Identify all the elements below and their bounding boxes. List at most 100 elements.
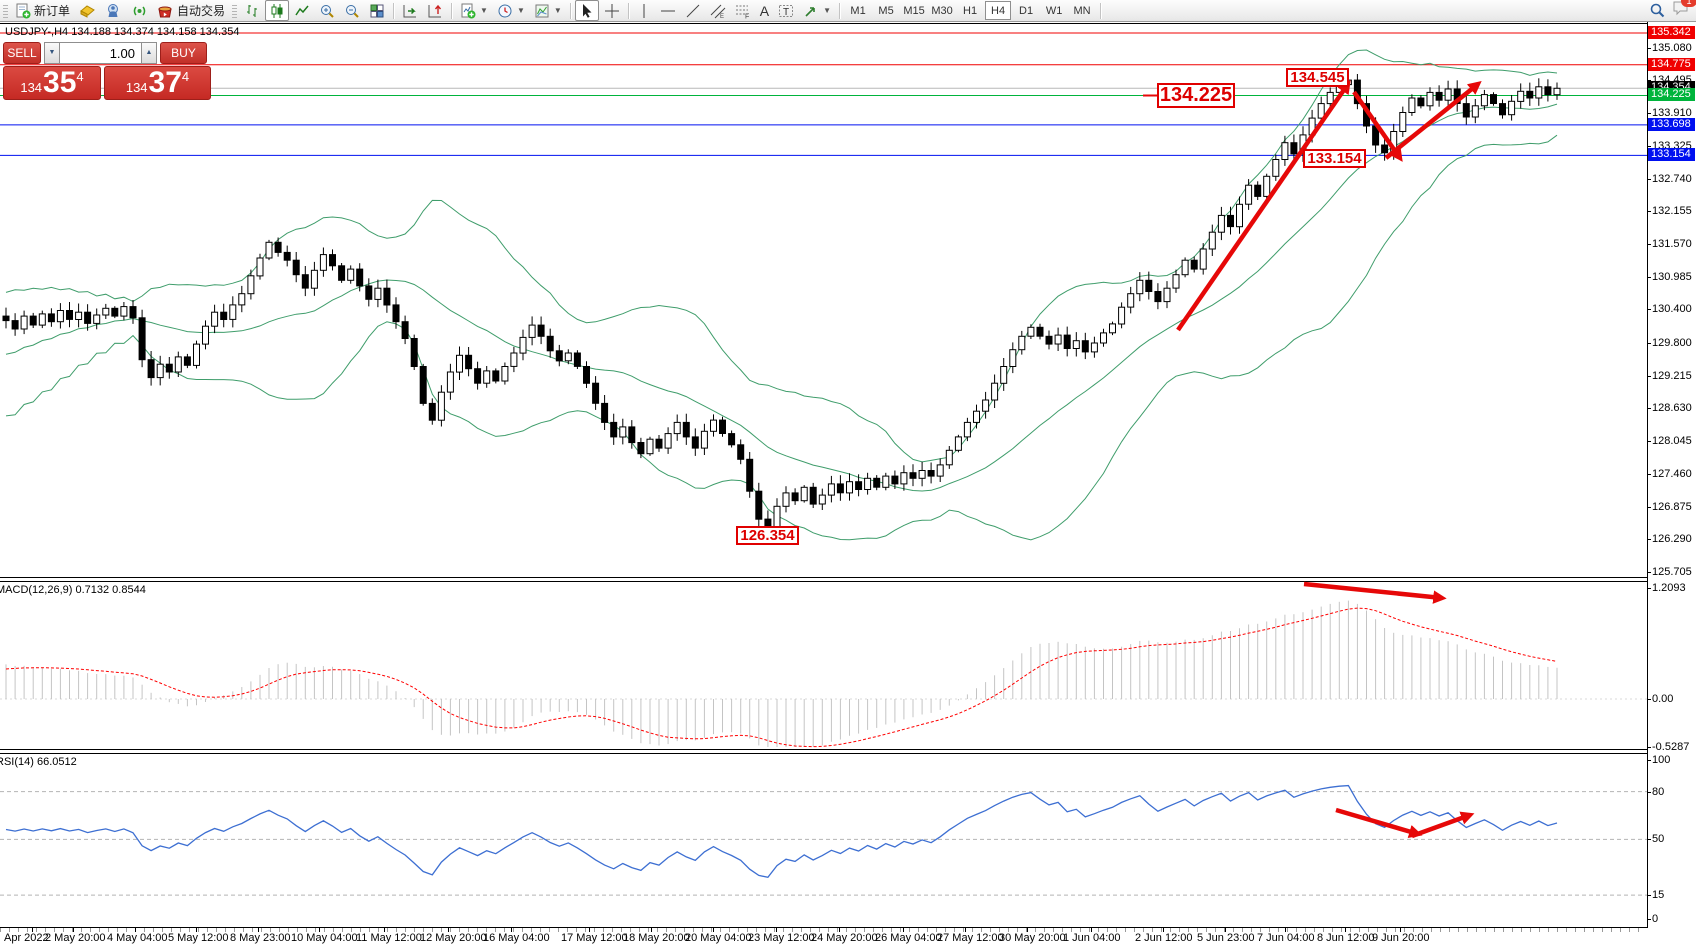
vertical-line-tool-button[interactable]: [633, 0, 655, 21]
svg-text:F: F: [745, 13, 749, 19]
templates-button[interactable]: ▼: [530, 0, 566, 21]
price-tick-label: 133.910: [1647, 107, 1696, 119]
bar-chart-icon: [247, 4, 258, 17]
data-window-button[interactable]: [75, 0, 100, 21]
autotrading-button[interactable]: 自动交易: [153, 0, 229, 21]
ask-price-button[interactable]: 134 37 4: [104, 66, 211, 100]
time-axis-label: 26 May 04:00: [875, 927, 942, 944]
toolbar-separator: [451, 2, 453, 19]
ask-pipette: 4: [181, 69, 190, 84]
bar-chart-button[interactable]: [240, 0, 264, 21]
cursor-tool-button[interactable]: [574, 0, 599, 21]
chat-button[interactable]: 1: [1672, 0, 1696, 21]
tile-windows-icon: [370, 4, 384, 17]
crosshair-tool-button[interactable]: [600, 0, 624, 21]
time-axis-label: 11 May 12:00: [356, 927, 422, 944]
toolbar-grip[interactable]: [232, 3, 238, 18]
new-order-button[interactable]: 新订单: [11, 0, 74, 21]
timeframe-h4[interactable]: H4: [985, 1, 1012, 20]
price-annotation[interactable]: 134.545: [1286, 68, 1349, 87]
periods-button[interactable]: ▼: [493, 0, 529, 21]
fibonacci-tool-button[interactable]: F: [731, 0, 755, 21]
bid-pipette: 4: [76, 69, 84, 84]
volume-increase-button[interactable]: ▲: [141, 42, 157, 64]
price-level-badge: 133.698: [1648, 117, 1695, 131]
time-axis-label: 7 Jun 04:00: [1257, 927, 1315, 944]
dropdown-caret-icon: ▼: [516, 6, 525, 15]
rsi-panel[interactable]: [0, 753, 1647, 928]
chart-shift-button[interactable]: [423, 0, 447, 21]
timeframe-m1[interactable]: M1: [850, 4, 866, 17]
toolbar-right-group: 1: [1649, 0, 1696, 21]
tile-windows-button[interactable]: [365, 0, 389, 21]
zoom-out-icon: [346, 4, 359, 18]
timeframe-d1[interactable]: D1: [1019, 4, 1034, 17]
zoom-out-button[interactable]: [340, 0, 364, 21]
trendline-tool-button[interactable]: [681, 0, 705, 21]
dropdown-caret-icon: ▼: [480, 6, 488, 15]
time-axis-label: 5 May 12:00: [168, 927, 229, 944]
timeframe-m30[interactable]: M30: [931, 4, 953, 17]
rsi-axis-label: 80: [1647, 786, 1696, 798]
macd-panel[interactable]: [0, 581, 1647, 750]
chat-badge: 1: [1681, 0, 1696, 7]
buy-button[interactable]: BUY: [160, 42, 207, 64]
new-order-label: 新订单: [34, 4, 71, 18]
price-annotation[interactable]: 126.354: [736, 526, 799, 545]
price-tick-label: 125.705: [1647, 566, 1696, 578]
text-tool-button[interactable]: A: [756, 0, 773, 21]
timeframe-h1[interactable]: H1: [963, 4, 978, 17]
market-watch-button[interactable]: [101, 0, 126, 21]
channel-icon: E: [710, 4, 726, 19]
price-annotation[interactable]: 134.225: [1157, 83, 1235, 108]
timeframe-mn[interactable]: MN: [1073, 4, 1091, 17]
horizontal-line-icon: [660, 10, 675, 11]
zoom-in-button[interactable]: [315, 0, 339, 21]
indicators-button[interactable]: ▼: [456, 0, 492, 21]
toolbar-grip[interactable]: [3, 3, 8, 18]
price-tick-label: 129.800: [1647, 337, 1696, 349]
time-axis-label: 8 Jun 12:00: [1317, 927, 1375, 944]
bid-price-button[interactable]: 134 35 4: [3, 66, 101, 100]
indicators-icon: [461, 3, 476, 18]
time-axis-label: 5 Jun 23:00: [1197, 927, 1255, 944]
candlestick-chart-button[interactable]: [265, 0, 290, 21]
macd-axis-label: 1.2093: [1647, 582, 1696, 594]
toolbar-separator: [839, 2, 841, 19]
label-tool-button[interactable]: T: [774, 0, 798, 21]
main-chart-panel[interactable]: [0, 23, 1647, 578]
price-annotation[interactable]: 133.154: [1303, 149, 1366, 168]
price-tick-label: 131.570: [1647, 238, 1696, 250]
ask-pips: 37: [148, 66, 182, 99]
fibonacci-icon: F: [735, 5, 749, 19]
search-icon[interactable]: [1649, 2, 1666, 19]
time-axis-label: 12 May 20:00: [420, 927, 487, 944]
volume-decrease-button[interactable]: ▼: [44, 42, 60, 64]
price-tick-label: 128.045: [1647, 435, 1696, 447]
price-level-badge: 135.342: [1648, 26, 1695, 39]
timeframe-w1[interactable]: W1: [1045, 4, 1063, 17]
horizontal-line-tool-button[interactable]: [656, 0, 680, 21]
line-chart-icon: [295, 5, 309, 15]
timeframe-m5[interactable]: M5: [878, 4, 894, 17]
alerts-button[interactable]: [127, 0, 152, 21]
time-axis-label: 9 Jun 20:00: [1372, 927, 1430, 944]
time-axis-label: 27 May 12:00: [937, 927, 1004, 944]
channel-tool-button[interactable]: E: [706, 0, 730, 21]
line-chart-button[interactable]: [290, 0, 314, 21]
toolbar-separator: [569, 2, 571, 19]
price-tick-label: 132.155: [1647, 205, 1696, 217]
bid-big-figure: 134: [20, 80, 43, 95]
sell-button[interactable]: SELL: [3, 42, 41, 64]
arrows-tool-button[interactable]: ▼: [799, 0, 835, 21]
chart-shift-icon: [428, 4, 442, 17]
price-tick-label: 126.290: [1647, 533, 1696, 545]
timeframe-m15[interactable]: M15: [903, 4, 925, 17]
volume-input[interactable]: [60, 42, 141, 64]
price-tick-label: 127.460: [1647, 468, 1696, 480]
auto-scroll-button[interactable]: [398, 0, 422, 21]
time-axis[interactable]: Apr 2022 2 May 20:00 4 May 04:00 5 May 12:0…: [0, 927, 1696, 946]
clock-icon: [498, 4, 512, 17]
cursor-icon: [582, 3, 592, 18]
time-axis-label: 30 May 20:00: [999, 927, 1066, 944]
